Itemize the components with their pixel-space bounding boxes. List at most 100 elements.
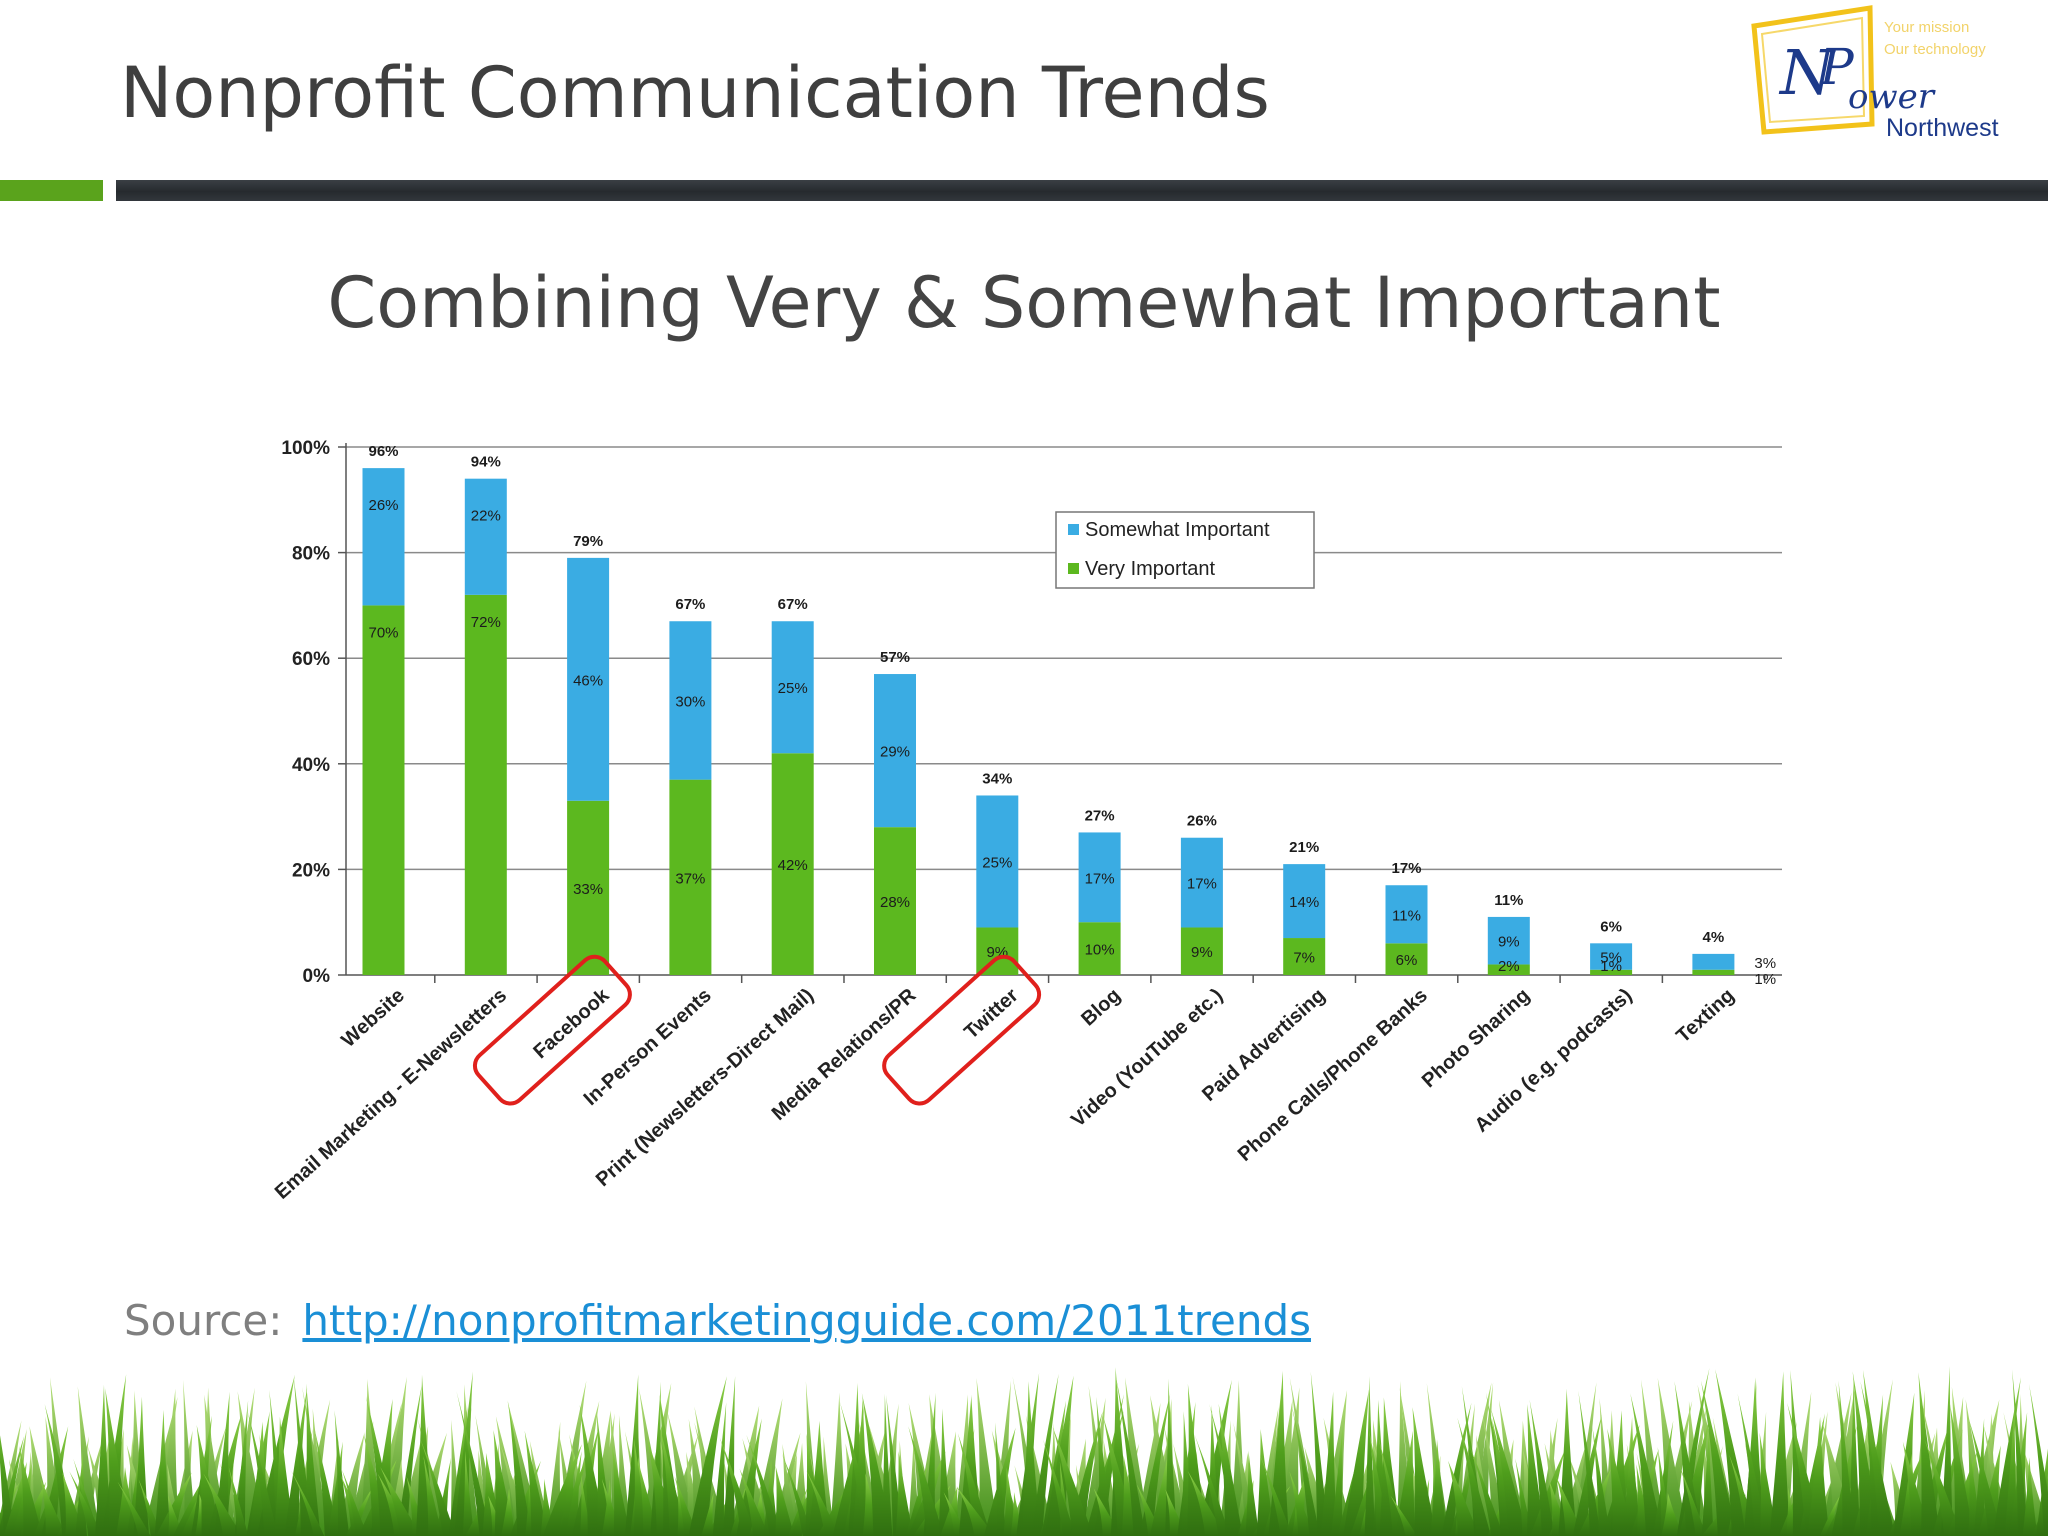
bar-very-important xyxy=(1283,938,1326,975)
source-link[interactable]: http://nonprofitmarketingguide.com/2011t… xyxy=(302,1296,1311,1345)
x-category-label: Print (Newsletters-Direct Mail) xyxy=(592,984,818,1191)
data-label-total: 67% xyxy=(778,596,808,613)
x-category-label: Photo Sharing xyxy=(1418,984,1534,1092)
grass-blade xyxy=(1310,1371,1329,1536)
grass-blade xyxy=(1592,1426,1611,1536)
grass-blade xyxy=(1139,1394,1171,1536)
data-label-very: 9% xyxy=(1191,944,1213,961)
y-tick-label: 20% xyxy=(292,860,330,881)
grass-blade xyxy=(2028,1383,2048,1536)
data-label-somewhat: 17% xyxy=(1187,876,1217,893)
grass-blade xyxy=(1331,1426,1343,1536)
data-label-total: 26% xyxy=(1187,813,1217,830)
data-label-very: 72% xyxy=(471,614,501,631)
grass-blade xyxy=(1041,1400,1067,1536)
x-category-label: Twitter xyxy=(960,984,1022,1043)
grass-blade xyxy=(712,1402,727,1536)
bar-somewhat-important xyxy=(771,621,814,754)
grass-blade xyxy=(105,1388,132,1536)
grass-blade xyxy=(1364,1376,1376,1536)
y-tick-label: 100% xyxy=(281,438,330,459)
bar-somewhat-important xyxy=(1590,943,1633,970)
grass-blade xyxy=(638,1461,660,1536)
bar-very-important xyxy=(669,779,712,975)
bar-very-important xyxy=(464,594,507,975)
data-label-somewhat: 22% xyxy=(471,508,501,525)
grass-blade xyxy=(420,1439,456,1536)
data-label-somewhat: 25% xyxy=(778,680,808,697)
bar-somewhat-important xyxy=(976,795,1019,928)
bar-somewhat-important xyxy=(1385,885,1428,944)
data-label-total: 94% xyxy=(471,454,501,471)
grass-blade xyxy=(305,1383,321,1536)
grass-blade xyxy=(1918,1372,1941,1536)
data-label-total: 21% xyxy=(1289,839,1319,856)
npower-logo: N P ower Your mission Our technology Nor… xyxy=(1751,5,1999,142)
logo-letter-p: P xyxy=(1819,38,1855,96)
legend-label-somewhat: Somewhat Important xyxy=(1085,519,1270,541)
grass-blade xyxy=(722,1376,736,1536)
bar-very-important xyxy=(1590,969,1633,975)
data-label-very: 2% xyxy=(1498,958,1520,975)
data-label-very: 1% xyxy=(1600,958,1622,975)
grass-blade xyxy=(1607,1428,1634,1536)
data-label-somewhat: 5% xyxy=(1600,950,1622,967)
grass-blade xyxy=(1630,1393,1664,1536)
bar-somewhat-important xyxy=(669,621,712,780)
data-label-somewhat: 9% xyxy=(1498,934,1520,951)
data-label-somewhat: 46% xyxy=(573,672,603,689)
x-category-label: Email Marketing - E-Newsletters xyxy=(271,984,511,1203)
grass-blade xyxy=(1653,1420,1674,1536)
grass-blade xyxy=(957,1433,991,1536)
grass-blade xyxy=(1194,1434,1230,1536)
grass-blade xyxy=(156,1472,192,1536)
grass-blade xyxy=(524,1430,549,1536)
grass-blade xyxy=(1209,1403,1244,1536)
logo-tagline-1: Your mission xyxy=(1884,19,1969,36)
bar-very-important xyxy=(1487,964,1530,975)
chart-subtitle-text: Combining Very & Somewhat Important xyxy=(327,262,1721,344)
grass-blade xyxy=(508,1401,532,1536)
data-label-total: 17% xyxy=(1391,860,1421,877)
highlight-box-outline xyxy=(882,954,1042,1106)
bar-very-important xyxy=(1180,927,1223,975)
data-label-very: 10% xyxy=(1085,942,1115,959)
grass-blade xyxy=(1186,1383,1208,1536)
grass-blade xyxy=(435,1457,452,1536)
bar-somewhat-important xyxy=(362,468,405,606)
legend-swatch-somewhat xyxy=(1068,524,1079,535)
data-label-somewhat: 29% xyxy=(880,744,910,761)
highlight-box-outline xyxy=(472,954,632,1106)
data-label-somewhat: 14% xyxy=(1289,894,1319,911)
grass-blade xyxy=(488,1495,508,1536)
grass-blade xyxy=(1700,1380,1738,1536)
grass-blade xyxy=(183,1379,197,1536)
grass-blade xyxy=(1860,1381,1896,1536)
grass-blade xyxy=(1256,1428,1276,1536)
grass-blade xyxy=(571,1428,599,1536)
grass-blade xyxy=(956,1486,995,1536)
data-label-very: 37% xyxy=(675,870,705,887)
grass-blade xyxy=(1043,1439,1076,1536)
data-label-total: 27% xyxy=(1085,807,1115,824)
data-label-total: 67% xyxy=(675,596,705,613)
data-label-total: 6% xyxy=(1600,918,1622,935)
legend-label-very: Very Important xyxy=(1085,558,1216,580)
data-label-somewhat: 26% xyxy=(368,497,398,514)
grass-blade xyxy=(633,1438,650,1536)
bar-very-important xyxy=(1078,922,1121,975)
grass-blade xyxy=(1030,1373,1059,1536)
grass-blade xyxy=(1491,1409,1529,1536)
grass-blade xyxy=(739,1468,769,1536)
grass-blade xyxy=(1530,1449,1566,1536)
grass-blade xyxy=(1807,1416,1830,1536)
grass-blade xyxy=(1218,1403,1243,1536)
grass-blade xyxy=(62,1472,86,1536)
data-label-somewhat: 30% xyxy=(675,693,705,710)
grass-blade xyxy=(1149,1457,1170,1536)
bar-very-important xyxy=(1692,969,1735,975)
data-label-total: 11% xyxy=(1494,892,1523,909)
grass-blade xyxy=(501,1488,516,1536)
bar-somewhat-important xyxy=(1078,832,1121,923)
grass-blade xyxy=(611,1444,631,1536)
